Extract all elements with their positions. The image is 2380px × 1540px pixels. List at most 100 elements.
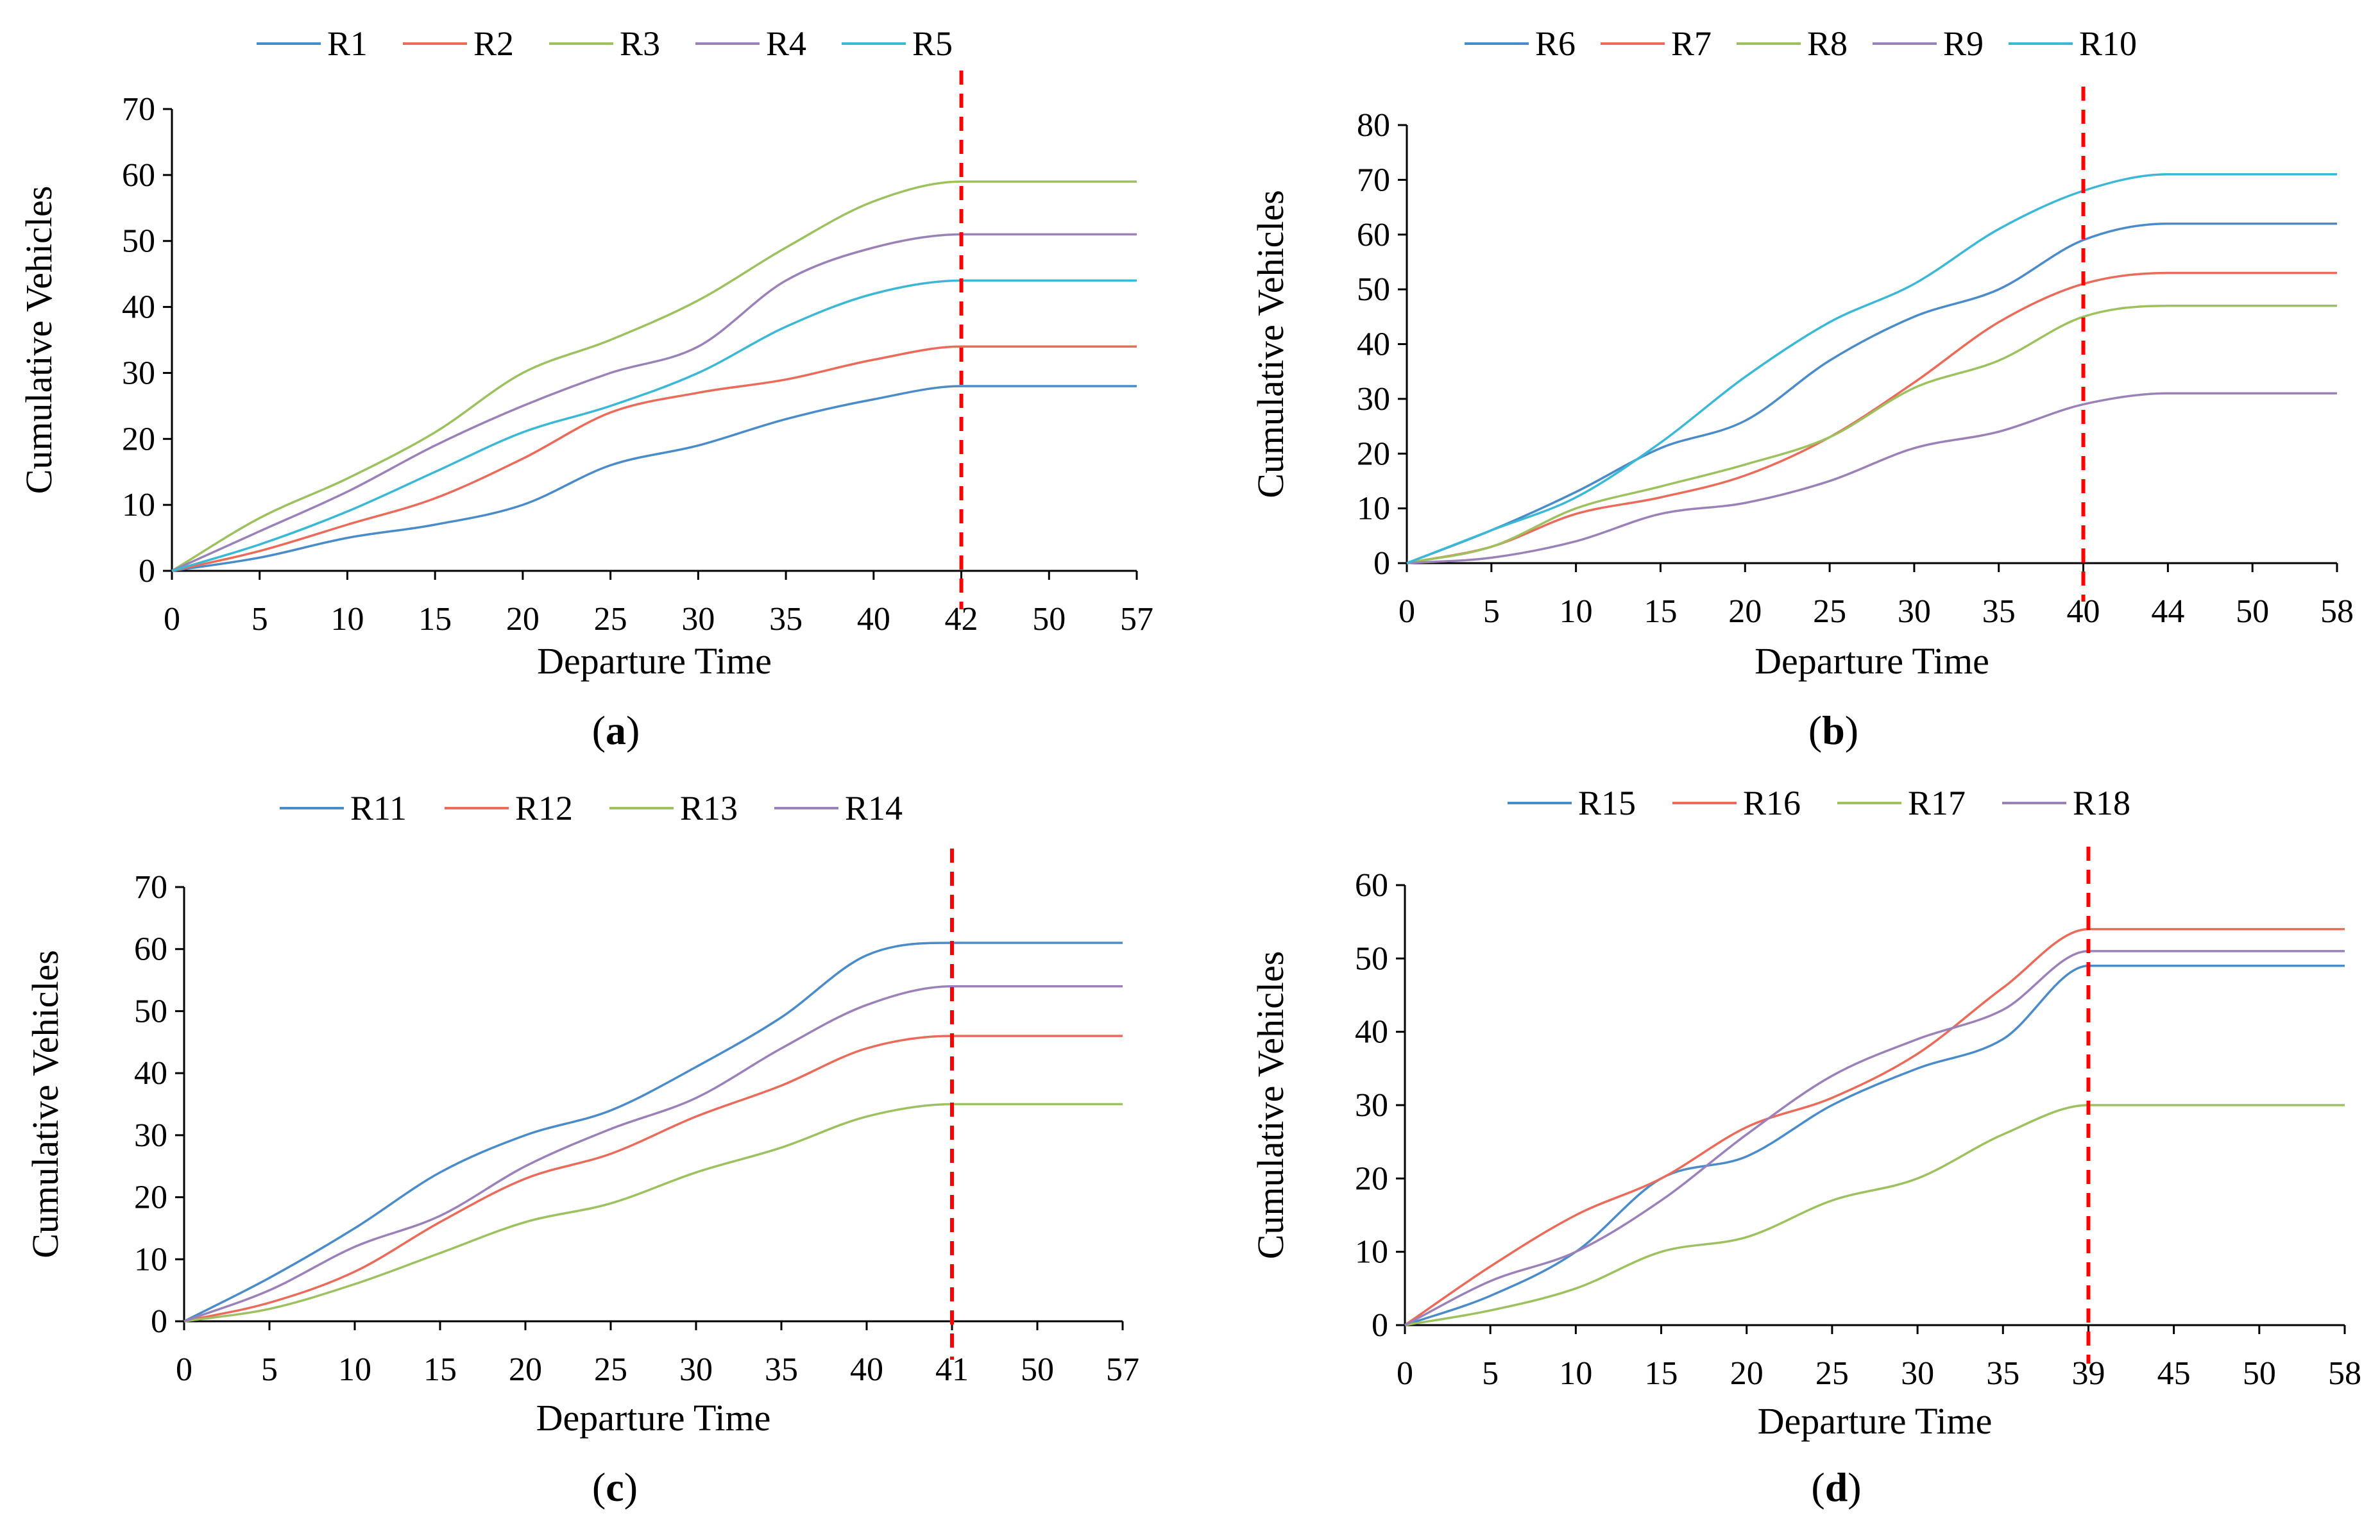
x-tick-label: 0 xyxy=(1398,593,1415,630)
x-tick-label: 25 xyxy=(594,1351,627,1388)
legend-label-r12: R12 xyxy=(515,789,573,827)
panel-label: (b) xyxy=(1808,707,1858,753)
legend-label-r10: R10 xyxy=(2079,24,2137,63)
series-line-r8 xyxy=(1406,304,2337,564)
y-tick-label: 50 xyxy=(122,223,155,260)
legend-label-r6: R6 xyxy=(1535,24,1576,63)
y-tick-label: 30 xyxy=(1357,381,1390,418)
y-tick-label: 40 xyxy=(1355,1014,1388,1051)
x-tick-label: 20 xyxy=(1730,1355,1764,1392)
y-tick-label: 20 xyxy=(1357,436,1390,472)
series-line-r12 xyxy=(183,1035,1123,1323)
series-line-r17 xyxy=(1404,1104,2345,1326)
y-axis-title: Cumulative Vehicles xyxy=(18,186,60,495)
x-tick-label: 10 xyxy=(330,601,364,638)
panel-label: (a) xyxy=(592,707,640,753)
series-line-r3 xyxy=(171,180,1137,572)
y-tick-label: 0 xyxy=(1372,1307,1388,1344)
y-tick-label: 70 xyxy=(134,869,167,906)
legend-label-r7: R7 xyxy=(1671,24,1712,63)
legend-label-r14: R14 xyxy=(845,789,903,827)
series-line-r9 xyxy=(1406,392,2337,564)
x-tick-label: 30 xyxy=(1901,1355,1934,1392)
x-tick-label: 25 xyxy=(1813,593,1846,630)
x-tick-label: 58 xyxy=(2320,593,2354,630)
y-tick-label: 20 xyxy=(1355,1160,1388,1197)
y-tick-label: 40 xyxy=(1357,326,1390,363)
y-tick-label: 70 xyxy=(1357,162,1390,198)
y-tick-label: 40 xyxy=(134,1055,167,1092)
series-line-r6 xyxy=(1406,222,2337,564)
x-tick-label: 15 xyxy=(423,1351,457,1388)
y-tick-label: 30 xyxy=(122,355,155,391)
legend-label-r8: R8 xyxy=(1807,24,1848,63)
y-tick-label: 60 xyxy=(1357,217,1390,253)
series-line-r5 xyxy=(171,279,1137,572)
y-tick-label: 20 xyxy=(134,1180,167,1216)
x-tick-label: 50 xyxy=(2243,1355,2276,1392)
x-tick-label: 35 xyxy=(1986,1355,2019,1392)
y-tick-label: 70 xyxy=(122,91,155,128)
y-tick-label: 50 xyxy=(1355,940,1388,977)
y-tick-label: 0 xyxy=(139,553,155,589)
x-tick-label: 30 xyxy=(1898,593,1931,630)
x-tick-label: 35 xyxy=(1982,593,2016,630)
series-line-r7 xyxy=(1406,271,2338,564)
y-tick-label: 80 xyxy=(1357,107,1390,144)
panel-label: (d) xyxy=(1811,1464,1861,1510)
y-tick-label: 30 xyxy=(1355,1087,1388,1124)
y-tick-label: 10 xyxy=(1355,1234,1388,1271)
x-tick-label: 20 xyxy=(1728,593,1762,630)
y-tick-label: 10 xyxy=(122,487,155,523)
y-axis-title: Cumulative Vehicles xyxy=(24,950,66,1258)
x-tick-label: 5 xyxy=(261,1351,278,1388)
legend-label-r16: R16 xyxy=(1743,784,1801,822)
series-line-r1 xyxy=(171,385,1137,572)
series-line-r18 xyxy=(1404,950,2345,1326)
series-line-r15 xyxy=(1404,965,2345,1326)
x-tick-label: 10 xyxy=(1559,1355,1592,1392)
x-tick-label: 0 xyxy=(164,601,180,638)
x-axis-title: Departure Time xyxy=(537,640,772,682)
x-tick-label: 15 xyxy=(418,601,452,638)
y-tick-label: 50 xyxy=(134,993,167,1029)
y-tick-label: 60 xyxy=(1355,867,1388,904)
series-line-r10 xyxy=(1406,173,2337,564)
x-tick-label: 25 xyxy=(594,601,627,638)
y-tick-label: 0 xyxy=(1373,545,1390,582)
legend-label-r11: R11 xyxy=(350,789,407,827)
legend-label-r18: R18 xyxy=(2073,784,2130,822)
x-tick-label: 45 xyxy=(2157,1355,2191,1392)
y-tick-label: 20 xyxy=(122,421,155,457)
x-tick-label: 5 xyxy=(251,601,268,638)
y-tick-label: 60 xyxy=(134,931,167,968)
x-tick-label: 10 xyxy=(1560,593,1593,630)
legend-label-r15: R15 xyxy=(1578,784,1636,822)
x-axis-title: Departure Time xyxy=(536,1397,771,1439)
x-tick-label: 15 xyxy=(1644,593,1677,630)
x-tick-label: 5 xyxy=(1483,593,1500,630)
x-tick-label: 35 xyxy=(769,601,803,638)
series-line-r13 xyxy=(183,1103,1123,1323)
y-axis-title: Cumulative Vehicles xyxy=(1250,951,1291,1260)
series-line-r16 xyxy=(1404,927,2345,1326)
x-tick-label: 40 xyxy=(857,601,890,638)
y-tick-label: 10 xyxy=(1357,491,1390,527)
x-tick-label: 50 xyxy=(2236,593,2269,630)
y-tick-label: 10 xyxy=(134,1241,167,1278)
x-tick-label: 20 xyxy=(506,601,540,638)
x-tick-label: 57 xyxy=(1120,601,1153,638)
x-tick-label: 44 xyxy=(2151,593,2184,630)
y-tick-label: 50 xyxy=(1357,271,1390,308)
legend-label-r1: R1 xyxy=(327,24,368,63)
y-tick-label: 0 xyxy=(151,1303,167,1340)
y-tick-label: 40 xyxy=(122,289,155,326)
x-tick-label: 10 xyxy=(338,1351,371,1388)
y-axis-title: Cumulative Vehicles xyxy=(1250,190,1291,498)
